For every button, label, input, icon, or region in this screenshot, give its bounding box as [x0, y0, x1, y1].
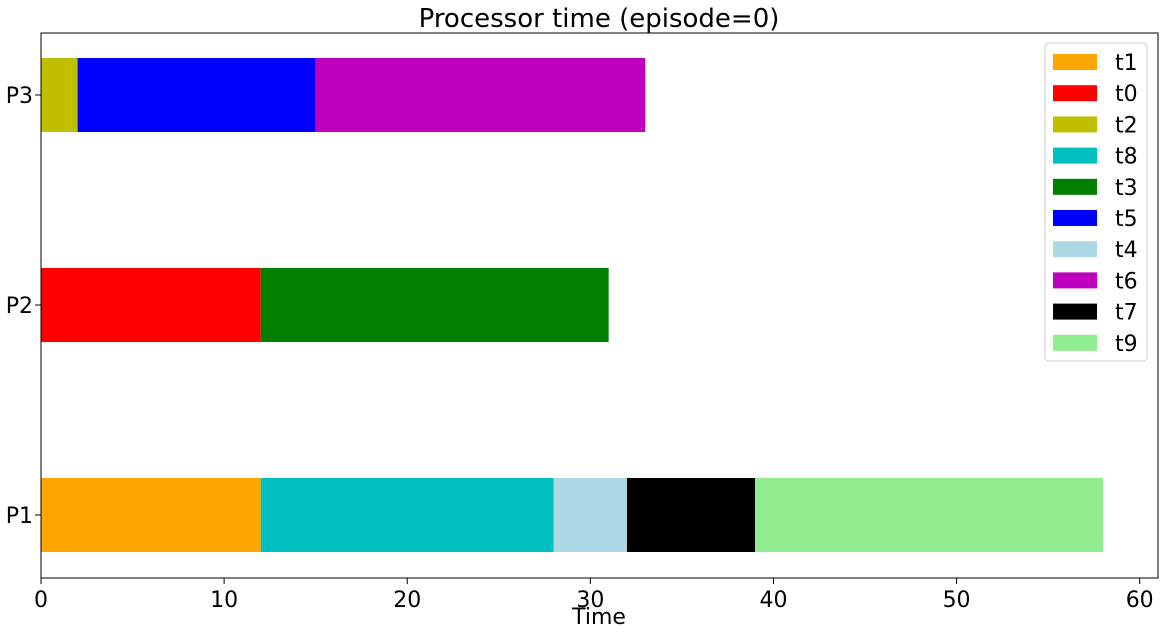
legend-label-t7: t7	[1115, 301, 1138, 326]
legend-swatch-t1	[1053, 54, 1097, 70]
x-tick-label: 50	[943, 588, 971, 613]
x-tick-label: 10	[210, 588, 238, 613]
legend-label-t4: t4	[1115, 238, 1138, 263]
legend-label-t0: t0	[1115, 82, 1138, 107]
bar-p1-t8	[260, 478, 554, 552]
legend-label-t6: t6	[1115, 269, 1138, 294]
bar-p1-t7	[626, 478, 756, 552]
bar-p3-t5	[77, 58, 316, 132]
legend-swatch-t8	[1053, 147, 1097, 164]
bar-p1-t9	[755, 478, 1104, 552]
y-tick-label-p2: P2	[6, 294, 33, 319]
bar-p2-t3	[260, 268, 609, 342]
legend-label-t9: t9	[1115, 332, 1138, 357]
legend-swatch-t9	[1053, 334, 1097, 351]
y-tick-label-p3: P3	[6, 84, 33, 109]
legend-swatch-t2	[1053, 116, 1097, 133]
x-tick-label: 20	[393, 588, 421, 613]
bars-layer	[41, 58, 1104, 552]
legend: t1 t0 t2 t8 t3 t5 t4 t6 t7 t9	[1044, 42, 1148, 362]
legend-label-t1: t1	[1115, 51, 1138, 76]
bar-p3-t6	[315, 58, 646, 132]
legend-swatch-t7	[1053, 303, 1097, 320]
y-tick-label-p1: P1	[6, 504, 33, 529]
legend-label-t8: t8	[1115, 145, 1138, 170]
bar-p3-t2	[41, 58, 78, 132]
x-tick-label: 60	[1126, 588, 1154, 613]
legend-swatch-t6	[1053, 272, 1097, 289]
x-tick-label: 40	[759, 588, 787, 613]
bar-p1-t4	[553, 478, 627, 552]
x-tick-label: 0	[34, 588, 48, 613]
x-axis-label: Time	[571, 605, 626, 630]
chart-title: Processor time (episode=0)	[419, 4, 780, 34]
legend-label-t2: t2	[1115, 113, 1138, 138]
legend-label-t5: t5	[1115, 207, 1138, 232]
legend-swatch-t4	[1053, 241, 1097, 258]
legend-swatch-t0	[1053, 85, 1097, 102]
legend-swatch-t5	[1053, 210, 1097, 226]
bar-p1-t1	[41, 478, 261, 552]
bar-p2-t0	[41, 268, 261, 342]
legend-swatch-t3	[1053, 178, 1097, 195]
x-axis: 0 10 20 30 40 50 60	[34, 578, 1154, 613]
x-tick-label: 30	[576, 588, 604, 613]
legend-label-t3: t3	[1115, 176, 1138, 201]
y-axis: P1 P2 P3	[6, 84, 41, 529]
